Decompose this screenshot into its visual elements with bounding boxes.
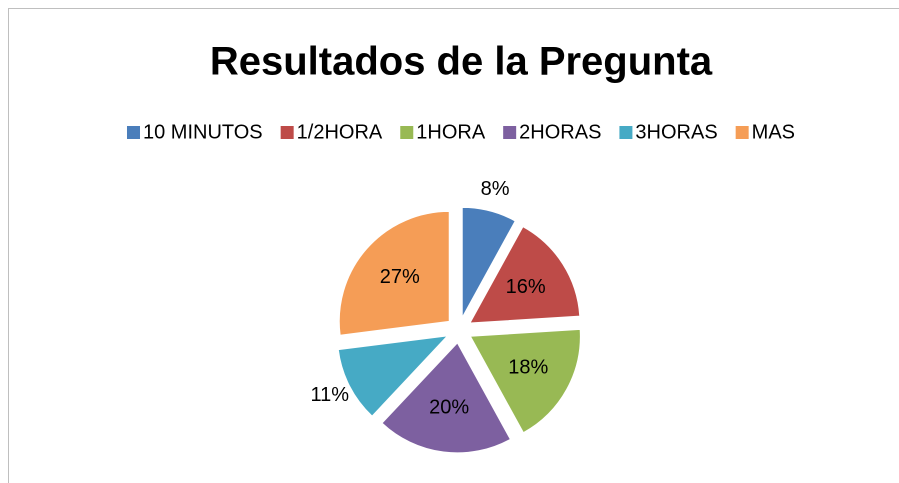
legend-label: 2HORAS (519, 121, 601, 143)
data-label: 8% (481, 178, 510, 200)
chart-title: Resultados de la Pregunta (210, 40, 713, 84)
legend-label: MAS (752, 121, 795, 143)
legend-swatch (400, 126, 414, 139)
data-label: 16% (506, 276, 546, 298)
legend-swatch (280, 126, 294, 139)
pie-slice (469, 328, 581, 434)
data-label: 27% (380, 266, 420, 288)
legend-swatch (619, 126, 633, 139)
data-label: 11% (311, 384, 350, 406)
pie-slice (469, 225, 581, 324)
legend-swatch (503, 126, 517, 139)
pie-slice (338, 210, 450, 336)
legend: 10 MINUTOS 1/2HORA 1HORA 2HORAS 3HORAS MAS (126, 121, 795, 143)
pie-slice (461, 206, 516, 318)
pie-slice (337, 335, 449, 417)
data-label: 20% (429, 397, 469, 419)
legend-label: 10 MINUTOS (143, 121, 263, 143)
legend-label: 1HORA (416, 121, 486, 143)
data-label: 18% (508, 356, 548, 378)
legend-label: 3HORAS (635, 121, 717, 143)
pie-slice (381, 342, 512, 454)
legend-swatch (735, 126, 749, 139)
legend-swatch (126, 126, 140, 139)
legend-label: 1/2HORA (297, 121, 383, 143)
